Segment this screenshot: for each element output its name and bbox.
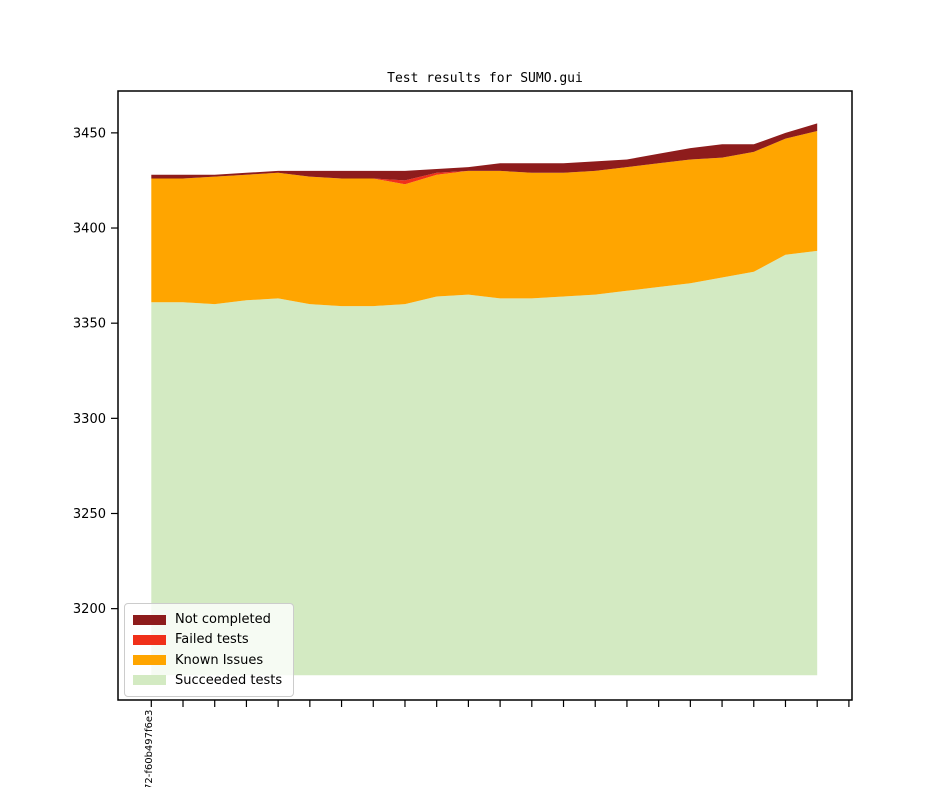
area-succeeded-tests (151, 250, 818, 676)
legend-label-known-issues: Known Issues (175, 652, 264, 668)
y-tick-label: 3450 (73, 126, 106, 141)
legend-swatch-succeeded-tests (133, 675, 166, 686)
legend-item-not-completed: Not completed (133, 611, 285, 628)
legend: Not completed Failed tests Known Issues … (124, 603, 294, 697)
y-tick-label: 3350 (73, 317, 106, 332)
legend-swatch-failed-tests (133, 634, 166, 645)
plot-border (117, 90, 853, 701)
legend-swatch-known-issues (133, 655, 166, 666)
legend-item-failed-tests: Failed tests (133, 631, 285, 648)
legend-label-succeeded-tests: Succeeded tests (175, 672, 283, 688)
legend-item-known-issues: Known Issues (133, 652, 285, 669)
y-tick-label: 3200 (73, 602, 106, 617)
y-tick-label: 3250 (73, 507, 106, 522)
x-axis-first-tick-label: 72-f60b497f6e3 (144, 709, 155, 787)
legend-swatch-not-completed (133, 614, 166, 625)
area-known-issues (151, 131, 818, 307)
y-tick-label: 3300 (73, 412, 106, 427)
chart-title: Test results for SUMO.gui (387, 71, 583, 86)
legend-item-succeeded-tests: Succeeded tests (133, 672, 285, 689)
legend-label-failed-tests: Failed tests (175, 632, 249, 648)
area-not-completed (151, 123, 818, 181)
legend-label-not-completed: Not completed (175, 612, 271, 627)
y-tick-label: 3400 (73, 222, 106, 237)
